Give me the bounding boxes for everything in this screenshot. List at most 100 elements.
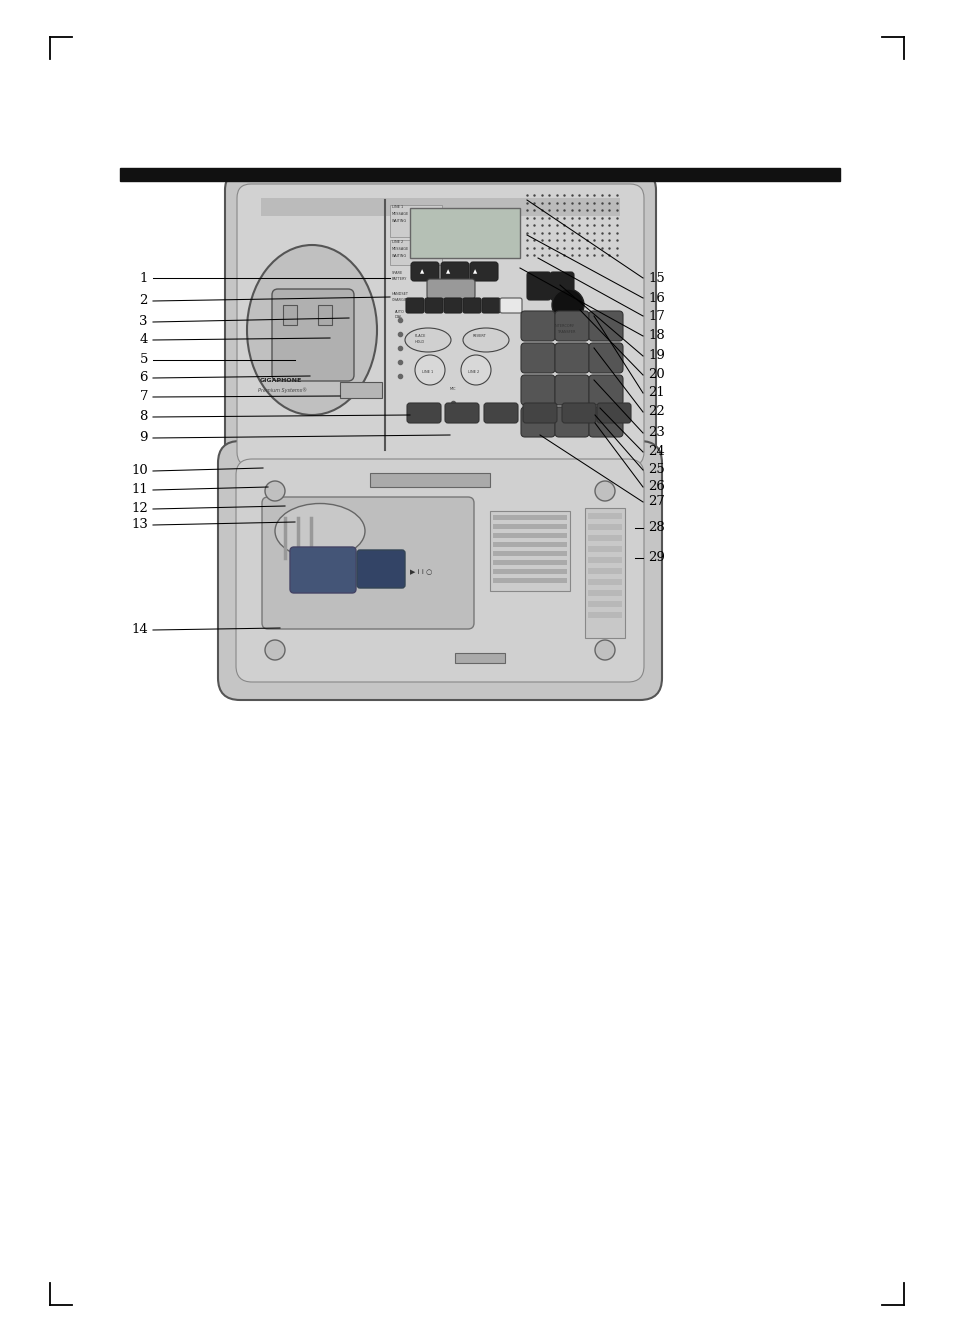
Text: AUTO
DIAL: AUTO DIAL	[395, 310, 404, 319]
FancyBboxPatch shape	[411, 262, 438, 280]
Bar	[493, 578, 566, 582]
FancyBboxPatch shape	[272, 289, 354, 381]
FancyBboxPatch shape	[218, 442, 661, 701]
FancyBboxPatch shape	[522, 403, 557, 423]
Text: MESSAGE: MESSAGE	[392, 247, 409, 251]
Bar	[410, 208, 519, 258]
Text: 21: 21	[647, 386, 664, 400]
FancyBboxPatch shape	[526, 272, 551, 301]
Text: 5: 5	[139, 353, 148, 366]
Text: 7: 7	[139, 391, 148, 404]
Text: HOLD: HOLD	[415, 340, 425, 344]
Text: 13: 13	[131, 518, 148, 531]
Bar	[120, 168, 840, 181]
Bar	[390, 205, 441, 238]
Text: 15: 15	[647, 271, 664, 285]
Bar	[283, 305, 296, 325]
Text: ▲: ▲	[419, 268, 424, 274]
FancyBboxPatch shape	[588, 311, 622, 341]
Text: 19: 19	[647, 349, 664, 362]
Bar	[587, 535, 621, 541]
FancyBboxPatch shape	[225, 172, 656, 478]
Text: 3: 3	[139, 315, 148, 329]
Text: 14: 14	[132, 624, 148, 636]
Bar	[317, 305, 332, 325]
Circle shape	[595, 640, 615, 660]
Circle shape	[265, 640, 285, 660]
FancyBboxPatch shape	[588, 407, 622, 437]
FancyBboxPatch shape	[588, 344, 622, 373]
Text: 4: 4	[139, 334, 148, 346]
FancyBboxPatch shape	[444, 403, 478, 423]
Text: 16: 16	[647, 291, 664, 305]
Bar	[493, 523, 566, 529]
Ellipse shape	[405, 327, 451, 352]
Bar	[455, 654, 504, 663]
FancyBboxPatch shape	[555, 407, 588, 437]
Text: 18: 18	[647, 330, 664, 342]
Bar	[493, 560, 566, 565]
Text: 2: 2	[139, 294, 148, 307]
Circle shape	[460, 356, 491, 385]
Text: CHARGING: CHARGING	[392, 298, 411, 302]
Bar	[261, 199, 619, 216]
FancyBboxPatch shape	[440, 262, 469, 280]
Circle shape	[552, 289, 583, 321]
FancyBboxPatch shape	[462, 298, 480, 313]
Text: 1: 1	[139, 271, 148, 285]
Text: BATTERY: BATTERY	[392, 276, 407, 280]
Text: PLACE: PLACE	[415, 334, 426, 338]
FancyBboxPatch shape	[520, 344, 555, 373]
Bar	[587, 546, 621, 552]
Text: ▲: ▲	[473, 268, 476, 274]
Ellipse shape	[274, 503, 365, 558]
Circle shape	[595, 480, 615, 501]
Text: INTERCOM/: INTERCOM/	[555, 323, 574, 327]
FancyBboxPatch shape	[499, 298, 521, 313]
FancyBboxPatch shape	[483, 403, 517, 423]
FancyBboxPatch shape	[406, 298, 423, 313]
Text: 27: 27	[647, 495, 664, 509]
FancyBboxPatch shape	[520, 311, 555, 341]
Text: REVERT: REVERT	[473, 334, 486, 338]
Bar	[390, 240, 441, 264]
FancyBboxPatch shape	[424, 298, 442, 313]
FancyBboxPatch shape	[555, 344, 588, 373]
FancyBboxPatch shape	[236, 184, 643, 466]
Text: MIC: MIC	[450, 386, 456, 391]
Text: Premium Systems®: Premium Systems®	[257, 388, 307, 393]
Text: LINE 2: LINE 2	[392, 240, 403, 244]
Bar	[587, 523, 621, 530]
Bar	[493, 552, 566, 556]
Text: GIGAPHONE: GIGAPHONE	[260, 378, 302, 382]
Text: LINE 1: LINE 1	[392, 205, 403, 209]
Bar	[587, 590, 621, 596]
Text: ▲: ▲	[445, 268, 450, 274]
Text: 17: 17	[647, 310, 664, 322]
Bar	[493, 569, 566, 574]
FancyBboxPatch shape	[407, 403, 440, 423]
FancyBboxPatch shape	[262, 497, 474, 629]
Circle shape	[265, 480, 285, 501]
Bar	[493, 533, 566, 538]
Bar	[370, 472, 490, 487]
Text: TRANSFER: TRANSFER	[557, 330, 575, 334]
Bar	[587, 601, 621, 607]
Text: HANDSET: HANDSET	[392, 293, 409, 297]
FancyBboxPatch shape	[597, 403, 630, 423]
Bar	[493, 515, 566, 519]
Text: 9: 9	[139, 432, 148, 444]
Text: 25: 25	[647, 463, 664, 476]
Text: 6: 6	[139, 372, 148, 385]
FancyBboxPatch shape	[555, 374, 588, 405]
Text: 22: 22	[647, 405, 664, 419]
Bar	[587, 568, 621, 574]
Text: LINE 2: LINE 2	[468, 370, 478, 374]
Text: 23: 23	[647, 427, 664, 439]
Text: ▶ i i ○: ▶ i i ○	[410, 568, 432, 574]
Bar	[587, 557, 621, 564]
Ellipse shape	[247, 246, 376, 415]
FancyBboxPatch shape	[555, 311, 588, 341]
Bar	[587, 578, 621, 585]
Bar	[490, 511, 569, 590]
